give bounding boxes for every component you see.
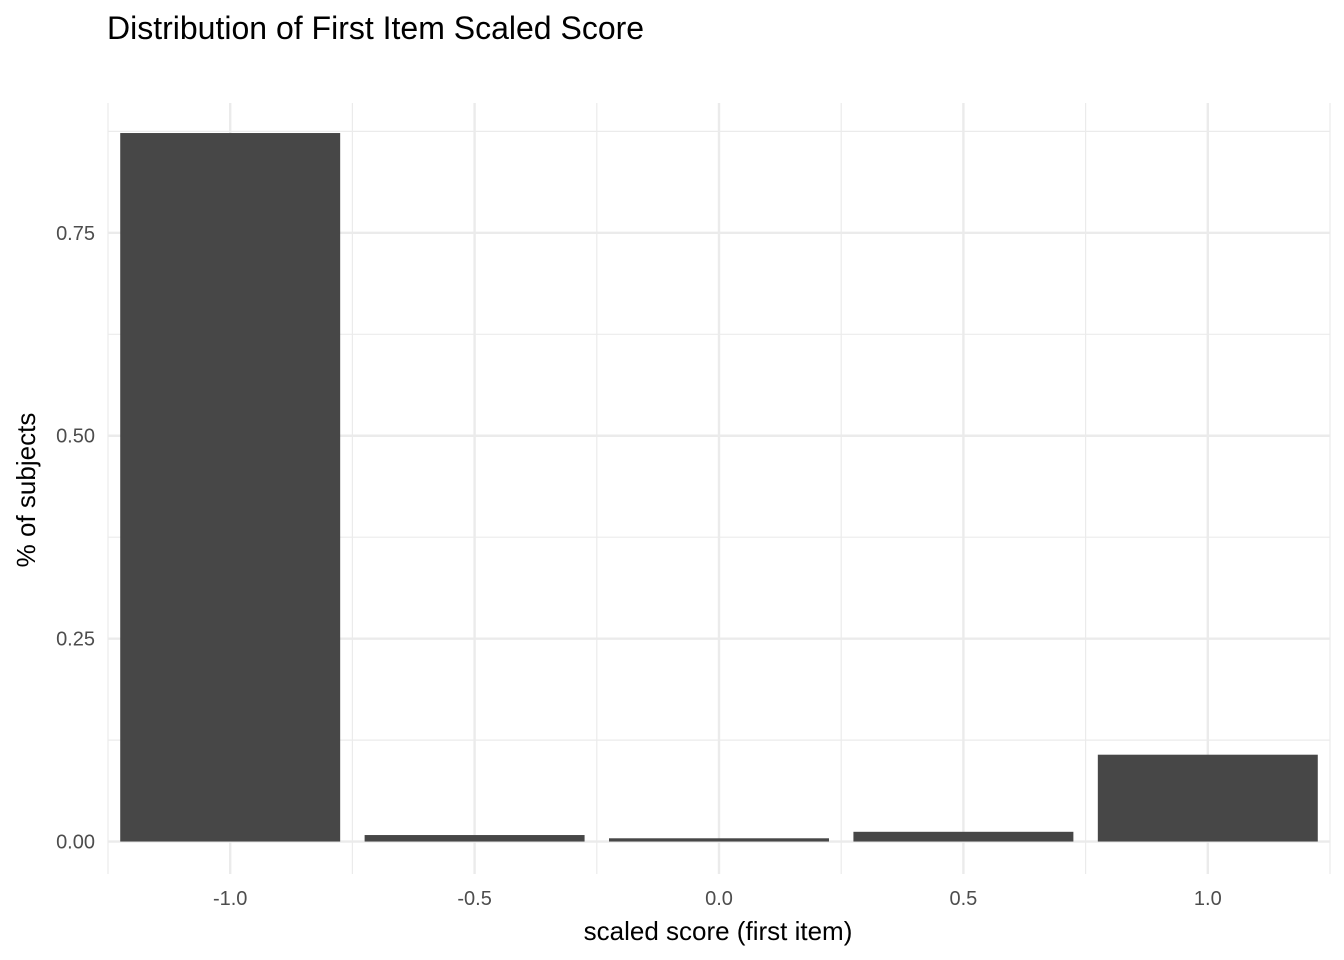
y-tick-label: 0.25 <box>56 629 95 651</box>
y-tick-label: 0.75 <box>56 223 95 245</box>
bar--1.0 <box>120 133 341 842</box>
x-tick-label: -1.0 <box>213 888 247 910</box>
y-tick-label: 0.00 <box>56 832 95 854</box>
bar-0.5 <box>853 831 1074 842</box>
x-tick-label: 0.5 <box>949 888 977 910</box>
bar--0.5 <box>364 835 585 842</box>
chart-title: Distribution of First Item Scaled Score <box>107 10 644 46</box>
y-axis-title: % of subjects <box>11 413 41 568</box>
x-axis-title: scaled score (first item) <box>584 916 853 946</box>
x-tick-label: 0.0 <box>705 888 733 910</box>
bar-1.0 <box>1097 754 1318 842</box>
bar-0.0 <box>609 838 829 842</box>
y-tick-label: 0.50 <box>56 426 95 448</box>
x-tick-label: 1.0 <box>1194 888 1222 910</box>
x-tick-labels: -1.0 -0.5 0.0 0.5 1.0 <box>213 888 1222 910</box>
bars <box>120 133 1318 842</box>
y-tick-labels: 0.00 0.25 0.50 0.75 <box>56 223 95 854</box>
x-tick-label: -0.5 <box>457 888 491 910</box>
